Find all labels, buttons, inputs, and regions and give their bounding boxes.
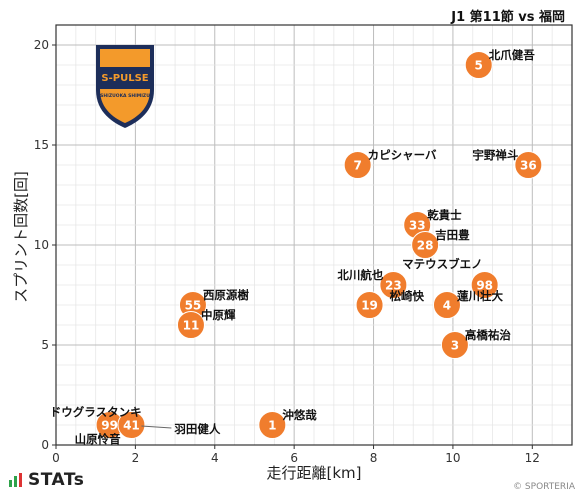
y-axis-label: スプリント回数[回] bbox=[12, 171, 30, 303]
data-point-marker bbox=[117, 411, 146, 439]
player-name-label: カピシャーバ bbox=[368, 148, 437, 162]
player-name-label: 北爪健吾 bbox=[489, 48, 535, 62]
stats-logo-text: STATs bbox=[28, 470, 85, 490]
x-tick-label: 4 bbox=[211, 451, 219, 465]
data-point-number: 3 bbox=[451, 339, 459, 353]
data-point-marker bbox=[464, 51, 493, 79]
match-title: J1 第11節 vs 福岡 bbox=[451, 10, 565, 25]
x-tick-label: 2 bbox=[132, 451, 140, 465]
data-point-marker bbox=[470, 271, 499, 299]
data-point-number: 23 bbox=[385, 279, 402, 293]
data-point: 41 bbox=[117, 411, 146, 439]
data-point-number: 5 bbox=[475, 59, 483, 73]
stats-logo: STATs bbox=[8, 470, 84, 490]
data-points: 5 7 36 33 28 98 23 19 4 55 11 3 1 99 41 bbox=[95, 51, 543, 439]
data-point-number: 33 bbox=[409, 219, 426, 233]
y-tick-label: 5 bbox=[41, 338, 49, 352]
data-point-number: 19 bbox=[361, 299, 378, 313]
data-point-marker bbox=[411, 231, 440, 259]
data-point-number: 41 bbox=[123, 419, 140, 433]
data-point-number: 4 bbox=[443, 299, 451, 313]
copyright: © SPORTERIA bbox=[513, 482, 575, 492]
data-point: 4 bbox=[432, 291, 461, 319]
badge-title: S-PULSE bbox=[101, 73, 148, 84]
player-name-label: 乾貴士 bbox=[427, 208, 462, 222]
data-point: 55 bbox=[178, 291, 207, 319]
data-point-number: 1 bbox=[268, 419, 276, 433]
player-name-label: 西原源樹 bbox=[203, 288, 249, 302]
player-name-label: 北川航也 bbox=[337, 268, 383, 282]
stats-logo-icon bbox=[9, 473, 22, 487]
player-name-label: 高橋祐治 bbox=[465, 328, 511, 342]
data-point: 11 bbox=[176, 311, 205, 339]
data-point-marker bbox=[343, 151, 372, 179]
player-name-label: マテウスブエノ bbox=[402, 257, 483, 271]
player-name-label: 松崎快 bbox=[390, 289, 425, 303]
data-point: 28 bbox=[411, 231, 440, 259]
y-tick-label: 15 bbox=[34, 138, 49, 152]
y-tick-label: 10 bbox=[34, 238, 49, 252]
data-point: 36 bbox=[514, 151, 543, 179]
data-point: 98 bbox=[470, 271, 499, 299]
data-point: 3 bbox=[440, 331, 469, 359]
data-point: 23 bbox=[379, 271, 408, 299]
x-tick-label: 12 bbox=[525, 451, 540, 465]
data-point: 19 bbox=[355, 291, 384, 319]
player-name-label: 中原輝 bbox=[201, 308, 236, 322]
data-point: 7 bbox=[343, 151, 372, 179]
x-tick-label: 0 bbox=[52, 451, 60, 465]
player-name-label: 山原怜音 bbox=[75, 432, 121, 446]
data-point-marker bbox=[176, 311, 205, 339]
x-tick-label: 10 bbox=[445, 451, 460, 465]
player-name-label: 沖悠哉 bbox=[282, 408, 317, 422]
data-point-number: 98 bbox=[476, 279, 493, 293]
y-tick-label: 0 bbox=[41, 438, 49, 452]
player-name-label: 宇野禅斗 bbox=[472, 148, 518, 162]
data-point-number: 28 bbox=[417, 239, 434, 253]
data-point-marker bbox=[355, 291, 384, 319]
data-point-marker bbox=[514, 151, 543, 179]
data-point-number: 99 bbox=[101, 419, 118, 433]
leader-line bbox=[141, 425, 172, 429]
player-name-label: 吉田豊 bbox=[435, 228, 470, 242]
player-name-label: 蓮川壮大 bbox=[457, 289, 503, 303]
data-point-number: 55 bbox=[185, 299, 202, 313]
data-point-number: 36 bbox=[520, 159, 537, 173]
x-axis-label: 走行距離[km] bbox=[266, 464, 361, 482]
data-point-number: 7 bbox=[353, 159, 361, 173]
badge-stripe bbox=[100, 67, 150, 89]
x-tick-label: 8 bbox=[370, 451, 378, 465]
data-point-marker bbox=[432, 291, 461, 319]
x-tick-label: 6 bbox=[290, 451, 298, 465]
data-point: 1 bbox=[258, 411, 287, 439]
data-point-marker bbox=[258, 411, 287, 439]
data-point: 99 bbox=[95, 411, 124, 439]
data-point-marker bbox=[440, 331, 469, 359]
data-point: 5 bbox=[464, 51, 493, 79]
data-point-number: 11 bbox=[183, 319, 200, 333]
player-name-label: 羽田健人 bbox=[174, 422, 220, 436]
plot-frame bbox=[55, 24, 573, 446]
badge-subtitle: SHIZUOKA SHIMIZU bbox=[100, 93, 150, 99]
y-tick-label: 20 bbox=[34, 38, 49, 52]
player-name-label: ドウグラスタンキ bbox=[50, 405, 142, 419]
club-badge: S-PULSE SHIZUOKA SHIMIZU bbox=[96, 45, 154, 128]
data-point-marker bbox=[379, 271, 408, 299]
